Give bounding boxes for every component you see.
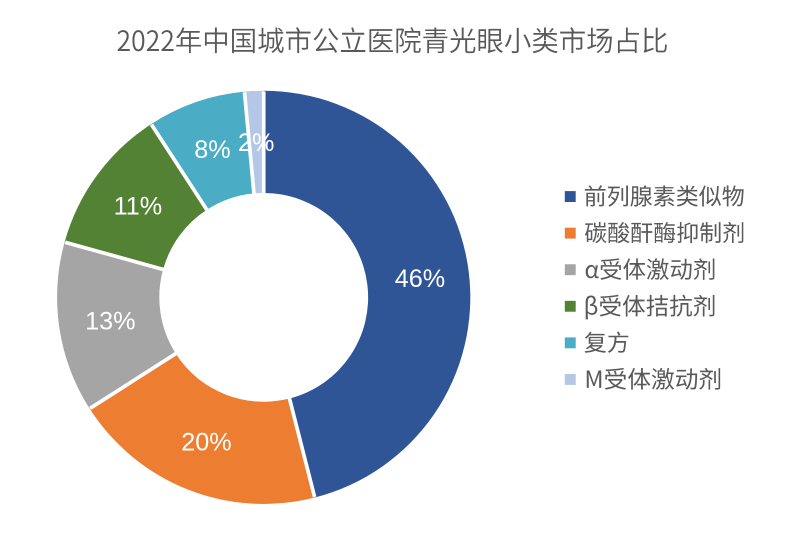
svg-text:20%: 20% bbox=[181, 428, 231, 456]
svg-text:2%: 2% bbox=[238, 129, 274, 157]
svg-text:8%: 8% bbox=[194, 136, 230, 164]
svg-text:11%: 11% bbox=[114, 193, 163, 221]
svg-text:46%: 46% bbox=[395, 265, 445, 293]
svg-text:13%: 13% bbox=[85, 308, 135, 336]
